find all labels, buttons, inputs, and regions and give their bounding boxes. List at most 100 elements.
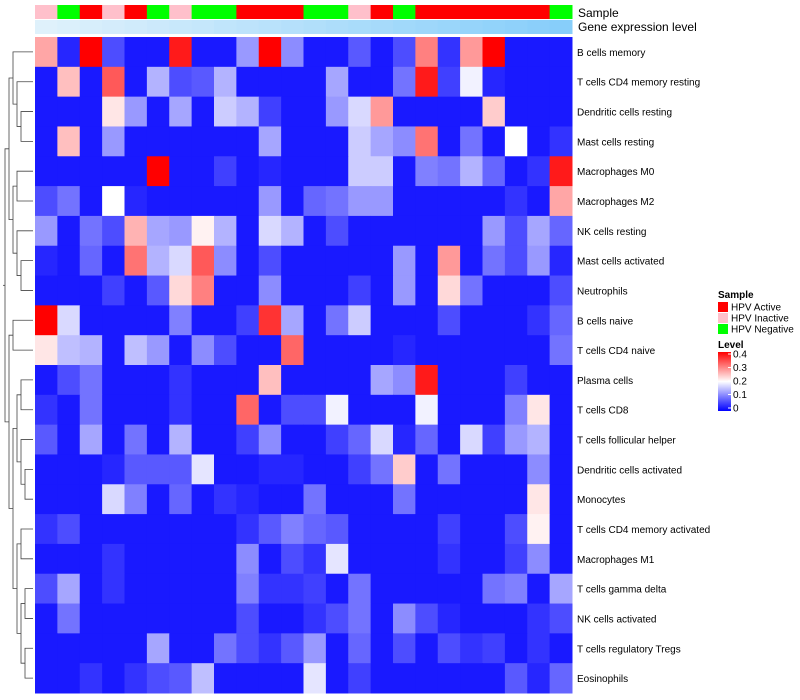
heatmap-cell [236, 484, 260, 515]
heatmap-cell [415, 335, 439, 366]
heatmap-cell [303, 663, 327, 694]
heatmap-cell [214, 424, 237, 455]
dendrogram-branch [16, 394, 21, 463]
sample-annotation-label: Sample [578, 6, 619, 20]
heatmap-cell [281, 424, 304, 455]
heatmap-cell [79, 633, 103, 664]
heatmap-cell [303, 454, 327, 485]
heatmap-cell [146, 633, 170, 664]
heatmap-cell [370, 633, 394, 664]
heatmap-cell [79, 394, 103, 426]
heatmap-cell [393, 543, 416, 575]
heatmap-cell [146, 186, 170, 217]
heatmap-cell [169, 37, 193, 68]
gene-expression-annotation-cell [191, 20, 215, 34]
gene-expression-annotation-cell [57, 20, 81, 34]
sample-annotation-cell [102, 5, 125, 19]
heatmap-cell [303, 245, 327, 277]
heatmap-cell [236, 424, 260, 455]
dendrogram-branch [20, 528, 33, 560]
heatmap-cell [370, 543, 394, 575]
heatmap-cell [169, 66, 193, 98]
heatmap-cell [370, 484, 394, 515]
heatmap-cell [482, 365, 506, 396]
gene-expression-annotation-cell [102, 20, 125, 34]
heatmap-cell [482, 305, 506, 336]
heatmap-cell [325, 186, 349, 217]
heatmap-cell [146, 66, 170, 98]
heatmap-cell [79, 335, 103, 366]
heatmap-cell [146, 454, 170, 485]
heatmap-cell [325, 156, 349, 187]
heatmap-cell [460, 186, 483, 217]
heatmap-cell [504, 66, 528, 98]
row-label: Macrophages M2 [577, 197, 655, 208]
heatmap-cell [460, 215, 483, 247]
sample-annotation-cell [504, 5, 528, 19]
row-label: Neutrophils [577, 286, 628, 297]
heatmap-cell [325, 484, 349, 515]
heatmap-cell [348, 514, 372, 545]
heatmap-cell [415, 543, 439, 575]
heatmap-cell [191, 573, 215, 605]
legend-sample-swatch [718, 302, 728, 312]
gene-expression-annotation-cell [415, 20, 439, 34]
heatmap-cell [236, 37, 260, 68]
heatmap-cell [393, 66, 416, 98]
heatmap-cell [303, 484, 327, 515]
heatmap-cell [79, 275, 103, 306]
dendrogram-branch [20, 379, 33, 411]
heatmap-cell [57, 394, 81, 426]
heatmap-cell [325, 245, 349, 277]
heatmap-cell [393, 633, 416, 664]
heatmap-cell [281, 96, 304, 127]
heatmap-cell [482, 454, 506, 485]
heatmap-cell [325, 603, 349, 634]
dendrogram-branch [12, 319, 33, 351]
heatmap-cell [191, 186, 215, 217]
heatmap-cell [460, 245, 483, 277]
heatmap-cell [124, 424, 148, 455]
heatmap-cell [504, 335, 528, 366]
heatmap-cell [102, 275, 125, 306]
row-label: Eosinophils [577, 674, 628, 685]
legend-sample-swatch [718, 324, 728, 334]
sample-annotation-cell [415, 5, 439, 19]
heatmap-cell [549, 424, 573, 455]
heatmap-cell [460, 454, 483, 485]
heatmap-cell [258, 394, 282, 426]
heatmap-cell [79, 543, 103, 575]
row-label: NK cells resting [577, 227, 646, 238]
heatmap-cell [102, 305, 125, 336]
heatmap-cell [393, 335, 416, 366]
sample-annotation-cell [146, 5, 170, 19]
heatmap-cell [527, 275, 551, 306]
heatmap-cell [527, 186, 551, 217]
heatmap-cell [57, 424, 81, 455]
heatmap-cell [303, 543, 327, 575]
heatmap-cell [303, 365, 327, 396]
heatmap-cell [370, 573, 394, 605]
heatmap-cell [102, 663, 125, 694]
row-label: B cells memory [577, 48, 645, 59]
sample-annotation-cell [281, 5, 304, 19]
heatmap-cell [281, 126, 304, 157]
heatmap-cell [258, 96, 282, 127]
heatmap-cell [482, 37, 506, 68]
sample-annotation-bar [35, 5, 573, 19]
heatmap-cell [325, 335, 349, 366]
gene-expression-annotation-cell [281, 20, 304, 34]
heatmap-cell [214, 96, 237, 127]
heatmap-cell [549, 305, 573, 336]
heatmap-cell [527, 394, 551, 426]
heatmap-cell [169, 424, 193, 455]
heatmap-cell [258, 633, 282, 664]
heatmap-cell [549, 126, 573, 157]
heatmap-cell [549, 484, 573, 515]
heatmap-cell [415, 186, 439, 217]
row-label: Mast cells resting [577, 137, 654, 148]
heatmap-cell [437, 365, 461, 396]
dendrogram-branch [24, 647, 33, 679]
heatmap-cell [527, 37, 551, 68]
heatmap-cell [482, 394, 506, 426]
